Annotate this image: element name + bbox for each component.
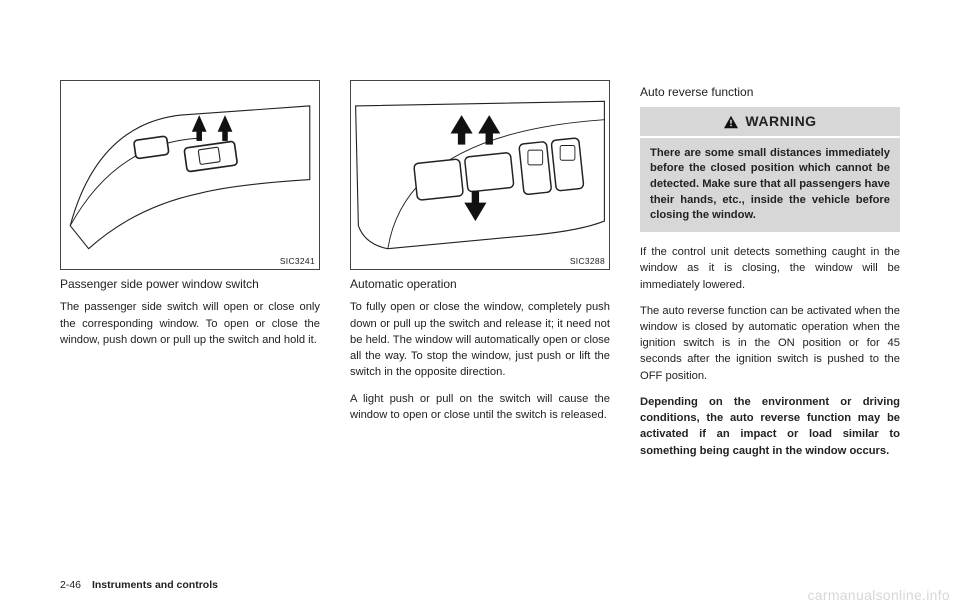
content-columns: SIC3241 Passenger side power window swit… [60, 80, 900, 469]
paragraph-col1-1: The passenger side switch will open or c… [60, 299, 320, 348]
page-number: 2-46 [60, 579, 81, 591]
paragraph-col3-3: Depending on the environment or driving … [640, 394, 900, 459]
warning-header: WARNING [640, 107, 900, 135]
manual-page: SIC3241 Passenger side power window swit… [0, 0, 960, 611]
page-footer: 2-46 Instruments and controls [60, 579, 218, 591]
heading-auto-reverse: Auto reverse function [640, 84, 900, 101]
section-name: Instruments and controls [92, 579, 218, 591]
heading-passenger-switch: Passenger side power window switch [60, 276, 320, 293]
paragraph-col3-1: If the control unit detects something ca… [640, 244, 900, 293]
paragraph-col2-2: A light push or pull on the switch will … [350, 391, 610, 423]
warning-triangle-icon [723, 115, 739, 129]
column-1: SIC3241 Passenger side power window swit… [60, 80, 320, 469]
figure-automatic-operation: SIC3288 [350, 80, 610, 270]
warning-body-text: There are some small distances immediate… [640, 136, 900, 232]
paragraph-col3-2: The auto reverse function can be activat… [640, 303, 900, 384]
automatic-operation-illustration [351, 81, 609, 269]
figure-passenger-switch: SIC3241 [60, 80, 320, 270]
column-2: SIC3288 Automatic operation To fully ope… [350, 80, 610, 469]
passenger-switch-illustration [61, 81, 319, 269]
warning-box: WARNING There are some small distances i… [640, 107, 900, 232]
heading-automatic-operation: Automatic operation [350, 276, 610, 293]
figure-id-2: SIC3288 [570, 255, 605, 267]
figure-id-1: SIC3241 [280, 255, 315, 267]
paragraph-col2-1: To fully open or close the window, compl… [350, 299, 610, 380]
column-3: Auto reverse function WARNING There are … [640, 80, 900, 469]
warning-label: WARNING [745, 111, 816, 131]
watermark: carmanualsonline.info [808, 587, 951, 603]
